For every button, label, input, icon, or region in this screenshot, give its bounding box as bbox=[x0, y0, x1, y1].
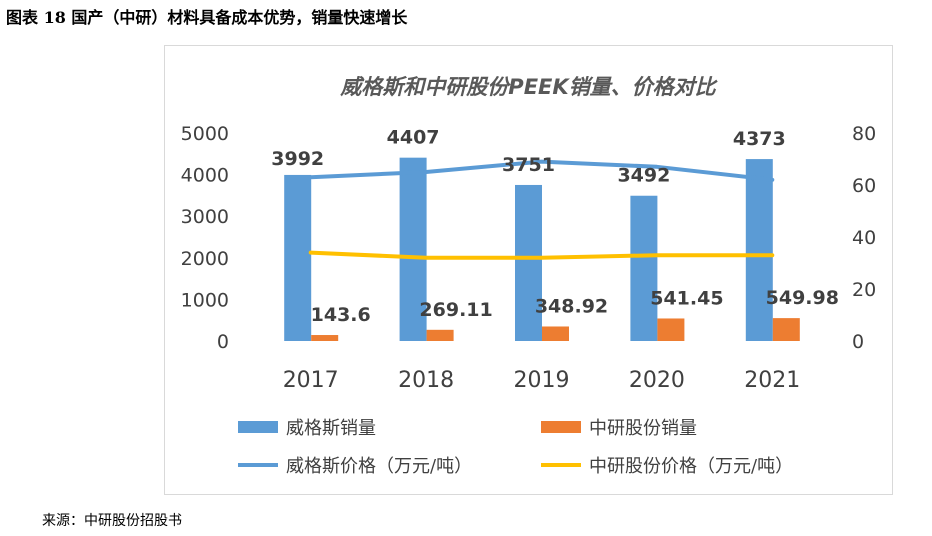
x-tick-label: 2018 bbox=[398, 368, 454, 393]
legend-label: 中研股份销量 bbox=[589, 418, 697, 439]
bar-zhongyan-volume bbox=[542, 326, 569, 341]
y-tick-label: 5000 bbox=[181, 123, 229, 145]
y2-tick-label: 20 bbox=[852, 279, 876, 301]
data-label-zhongyan-volume: 143.6 bbox=[311, 304, 371, 326]
bar-victrex-volume bbox=[745, 159, 773, 341]
y-tick-label: 0 bbox=[217, 331, 229, 353]
x-tick-label: 2020 bbox=[629, 368, 685, 393]
y2-tick-label: 60 bbox=[852, 175, 876, 197]
chart-title: 威格斯和中研股份PEEK销量、价格对比 bbox=[339, 75, 718, 99]
legend-swatch bbox=[238, 421, 278, 433]
x-tick-label: 2019 bbox=[514, 368, 570, 393]
y-tick-label: 4000 bbox=[181, 165, 229, 187]
data-label-victrex-volume: 3992 bbox=[271, 148, 324, 170]
y-tick-label: 1000 bbox=[181, 289, 229, 311]
bar-victrex-volume bbox=[515, 184, 542, 341]
bar-victrex-volume bbox=[630, 195, 658, 341]
legend-label: 威格斯价格（万元/吨） bbox=[286, 456, 472, 477]
bar-victrex-volume bbox=[284, 174, 312, 341]
y2-tick-label: 80 bbox=[852, 123, 876, 145]
line-victrex-price bbox=[308, 159, 775, 182]
data-label-victrex-volume: 4373 bbox=[733, 128, 786, 150]
legend-swatch bbox=[541, 421, 581, 433]
bar-zhongyan-volume bbox=[311, 335, 339, 341]
figure-title: 图表 18 国产（中研）材料具备成本优势，销量快速增长 bbox=[6, 8, 408, 27]
y2-tick-label: 0 bbox=[852, 331, 864, 353]
line-zhongyan-price bbox=[308, 250, 775, 260]
bar-victrex-volume bbox=[399, 157, 427, 341]
chart-canvas: 威格斯和中研股份PEEK销量、价格对比 0 1000 2000 3000 4000 500… bbox=[181, 75, 877, 477]
data-label-victrex-volume: 3492 bbox=[617, 165, 670, 187]
y-tick-label: 2000 bbox=[181, 248, 229, 270]
legend-label: 威格斯销量 bbox=[286, 418, 376, 439]
chart-frame: 威格斯和中研股份PEEK销量、价格对比 0 1000 2000 3000 4000 500… bbox=[164, 45, 893, 495]
y2-tick-label: 40 bbox=[852, 227, 876, 249]
data-label-victrex-volume: 3751 bbox=[502, 154, 555, 176]
legend-zhongyan-price: 中研股份价格（万元/吨） bbox=[541, 456, 793, 477]
data-label-zhongyan-volume: 549.98 bbox=[766, 287, 839, 309]
data-label-victrex-volume: 4407 bbox=[387, 127, 440, 149]
legend-label: 中研股份价格（万元/吨） bbox=[589, 456, 793, 477]
legend-victrex-price: 威格斯价格（万元/吨） bbox=[238, 456, 472, 477]
legend-victrex-volume: 威格斯销量 bbox=[238, 418, 376, 439]
data-label-zhongyan-volume: 541.45 bbox=[650, 287, 723, 309]
bar-zhongyan-volume bbox=[772, 318, 800, 341]
x-tick-label: 2017 bbox=[283, 368, 339, 393]
data-label-zhongyan-volume: 269.11 bbox=[419, 299, 492, 321]
bar-zhongyan-volume bbox=[426, 329, 454, 341]
legend-zhongyan-volume: 中研股份销量 bbox=[541, 418, 697, 439]
y-tick-label: 3000 bbox=[181, 206, 229, 228]
bar-zhongyan-volume bbox=[657, 318, 685, 341]
x-tick-label: 2021 bbox=[744, 368, 800, 393]
figure-source: 来源：中研股份招股书 bbox=[42, 513, 182, 529]
data-label-zhongyan-volume: 348.92 bbox=[535, 295, 608, 317]
